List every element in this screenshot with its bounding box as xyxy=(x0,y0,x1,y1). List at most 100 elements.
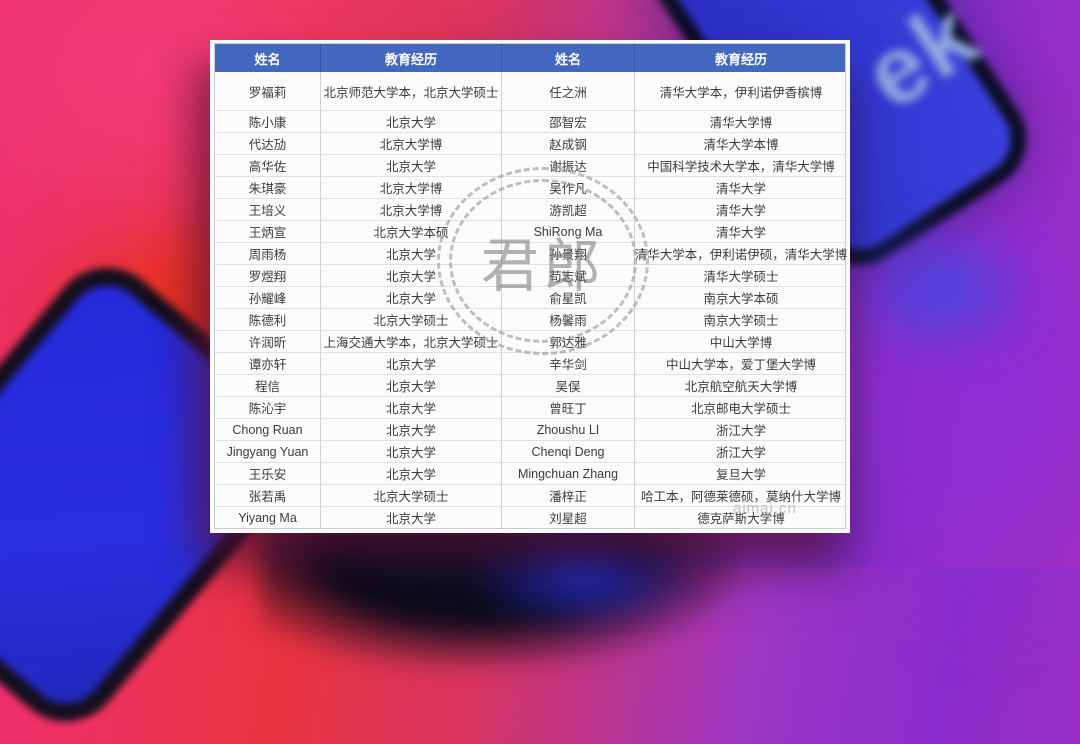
deepseek-logo-fragment: ek xyxy=(845,0,997,130)
name-right-cell: 赵成钢 xyxy=(501,132,634,154)
education-left-cell: 北京大学 xyxy=(320,286,501,308)
education-left-cell: 北京大学硕士 xyxy=(320,484,501,506)
education-left-cell: 北京大学硕士 xyxy=(320,308,501,330)
education-right-cell: 浙江大学 xyxy=(634,418,847,440)
education-left-cell: 北京师范大学本，北京大学硕士 xyxy=(320,72,501,110)
education-right-cell: 德克萨斯大学博 xyxy=(634,506,847,528)
table-row: 罗煜翔 北京大学 苟志斌 清华大学硕士 xyxy=(215,264,847,286)
education-left-cell: 北京大学 xyxy=(320,462,501,484)
table-outline: 姓名 教育经历 姓名 教育经历 罗福莉 北京师范大学本，北京大学硕士 任之洲 清… xyxy=(214,43,847,529)
education-right-cell: 中国科学技术大学本，清华大学博 xyxy=(634,154,847,176)
education-left-cell: 北京大学博 xyxy=(320,176,501,198)
name-left-cell: 张若禹 xyxy=(215,484,320,506)
education-right-cell: 中山大学博 xyxy=(634,330,847,352)
name-right-cell: 吴俣 xyxy=(501,374,634,396)
name-left-cell: 王培义 xyxy=(215,198,320,220)
name-right-cell: 杨馨雨 xyxy=(501,308,634,330)
table-row: 程信 北京大学 吴俣 北京航空航天大学博 xyxy=(215,374,847,396)
education-right-cell: 清华大学 xyxy=(634,220,847,242)
name-right-cell: 潘梓正 xyxy=(501,484,634,506)
education-right-cell: 复旦大学 xyxy=(634,462,847,484)
table-row: Chong Ruan 北京大学 Zhoushu LI 浙江大学 xyxy=(215,418,847,440)
table-row: 陈小康 北京大学 邵智宏 清华大学博 xyxy=(215,110,847,132)
name-left-cell: 王炳宣 xyxy=(215,220,320,242)
education-right-cell: 浙江大学 xyxy=(634,440,847,462)
table-row: 罗福莉 北京师范大学本，北京大学硕士 任之洲 清华大学本，伊利诺伊香槟博 xyxy=(215,72,845,110)
name-right-cell: 邵智宏 xyxy=(501,110,634,132)
name-right-cell: 曾旺丁 xyxy=(501,396,634,418)
name-left-cell: 高华佐 xyxy=(215,154,320,176)
education-right-cell: 北京邮电大学硕士 xyxy=(634,396,847,418)
table-header-row: 姓名 教育经历 姓名 教育经历 xyxy=(215,44,845,72)
name-left-cell: 陈沁宇 xyxy=(215,396,320,418)
table-row: 谭亦轩 北京大学 辛华剑 中山大学本，爱丁堡大学博 xyxy=(215,352,847,374)
name-right-cell: Chenqi Deng xyxy=(501,440,634,462)
phone-bottom-glow xyxy=(470,520,700,630)
education-left-cell: 北京大学博 xyxy=(320,132,501,154)
education-left-cell: 上海交通大学本，北京大学硕士 xyxy=(320,330,501,352)
name-left-cell: 王乐安 xyxy=(215,462,320,484)
table-row: Yiyang Ma 北京大学 刘星超 德克萨斯大学博 xyxy=(215,506,847,528)
name-right-cell: 谢振达 xyxy=(501,154,634,176)
table-row: Jingyang Yuan 北京大学 Chenqi Deng 浙江大学 xyxy=(215,440,847,462)
education-right-cell: 清华大学 xyxy=(634,198,847,220)
education-right-cell: 清华大学本，伊利诺伊硕，清华大学博 xyxy=(634,242,847,264)
table-row: 孙耀峰 北京大学 俞星凯 南京大学本硕 xyxy=(215,286,847,308)
name-right-cell: Mingchuan Zhang xyxy=(501,462,634,484)
table-row: 代达劢 北京大学博 赵成钢 清华大学本博 xyxy=(215,132,847,154)
education-right-cell: 南京大学硕士 xyxy=(634,308,847,330)
table-row: 高华佐 北京大学 谢振达 中国科学技术大学本，清华大学博 xyxy=(215,154,847,176)
table-row: 许润昕 上海交通大学本，北京大学硕士 郭达雅 中山大学博 xyxy=(215,330,847,352)
education-right-cell: 清华大学本，伊利诺伊香槟博 xyxy=(634,72,847,110)
name-left-cell: 朱琪豪 xyxy=(215,176,320,198)
name-left-cell: 代达劢 xyxy=(215,132,320,154)
header-education-right: 教育经历 xyxy=(634,44,847,72)
header-name-right: 姓名 xyxy=(501,44,634,72)
table-row: 陈德利 北京大学硕士 杨馨雨 南京大学硕士 xyxy=(215,308,847,330)
header-education-left: 教育经历 xyxy=(320,44,501,72)
header-name-left: 姓名 xyxy=(254,51,281,67)
education-left-cell: 北京大学本硕 xyxy=(320,220,501,242)
table-row: 王乐安 北京大学 Mingchuan Zhang 复旦大学 xyxy=(215,462,847,484)
name-left-cell: Chong Ruan xyxy=(215,418,320,440)
name-right-cell: 孙景翔 xyxy=(501,242,634,264)
education-left-cell: 北京大学 xyxy=(320,352,501,374)
education-left-cell: 北京大学 xyxy=(320,418,501,440)
education-left-cell: 北京大学 xyxy=(320,374,501,396)
education-left-cell: 北京大学 xyxy=(320,396,501,418)
name-right-cell: 吴作凡 xyxy=(501,176,634,198)
name-left-cell: 许润昕 xyxy=(215,330,320,352)
name-right-cell: 刘星超 xyxy=(501,506,634,528)
name-left-cell: 谭亦轩 xyxy=(215,352,320,374)
education-left-cell: 北京大学博 xyxy=(320,198,501,220)
name-left-cell: Jingyang Yuan xyxy=(215,440,320,462)
name-right-cell: 郭达雅 xyxy=(501,330,634,352)
name-right-cell: 任之洲 xyxy=(501,72,634,110)
name-left-cell: 周雨杨 xyxy=(215,242,320,264)
table-row: 王炳宣 北京大学本硕 ShiRong Ma 清华大学 xyxy=(215,220,847,242)
education-right-cell: 清华大学博 xyxy=(634,110,847,132)
education-right-cell: 南京大学本硕 xyxy=(634,286,847,308)
phone-right-screen-glow xyxy=(840,220,1040,360)
education-right-cell: 中山大学本，爱丁堡大学博 xyxy=(634,352,847,374)
education-right-cell: 清华大学本博 xyxy=(634,132,847,154)
table-row: 朱琪豪 北京大学博 吴作凡 清华大学 xyxy=(215,176,847,198)
education-left-cell: 北京大学 xyxy=(320,440,501,462)
name-right-cell: 俞星凯 xyxy=(501,286,634,308)
name-right-cell: 辛华剑 xyxy=(501,352,634,374)
name-left-cell: 孙耀峰 xyxy=(215,286,320,308)
table-body: 罗福莉 北京师范大学本，北京大学硕士 任之洲 清华大学本，伊利诺伊香槟博 陈小康… xyxy=(215,72,847,528)
education-left-cell: 北京大学 xyxy=(320,264,501,286)
education-right-cell: 哈工本，阿德莱德硕，莫纳什大学博 xyxy=(634,484,847,506)
name-left-cell: 陈小康 xyxy=(215,110,320,132)
education-left-cell: 北京大学 xyxy=(320,242,501,264)
name-left-cell: 陈德利 xyxy=(215,308,320,330)
name-right-cell: 游凯超 xyxy=(501,198,634,220)
name-right-cell: ShiRong Ma xyxy=(501,220,634,242)
education-table: 姓名 教育经历 姓名 教育经历 罗福莉 北京师范大学本，北京大学硕士 任之洲 清… xyxy=(210,40,850,533)
name-right-cell: Zhoushu LI xyxy=(501,418,634,440)
name-left-cell: 程信 xyxy=(215,374,320,396)
name-right-cell: 苟志斌 xyxy=(501,264,634,286)
table-row: 王培义 北京大学博 游凯超 清华大学 xyxy=(215,198,847,220)
education-right-cell: 北京航空航天大学博 xyxy=(634,374,847,396)
